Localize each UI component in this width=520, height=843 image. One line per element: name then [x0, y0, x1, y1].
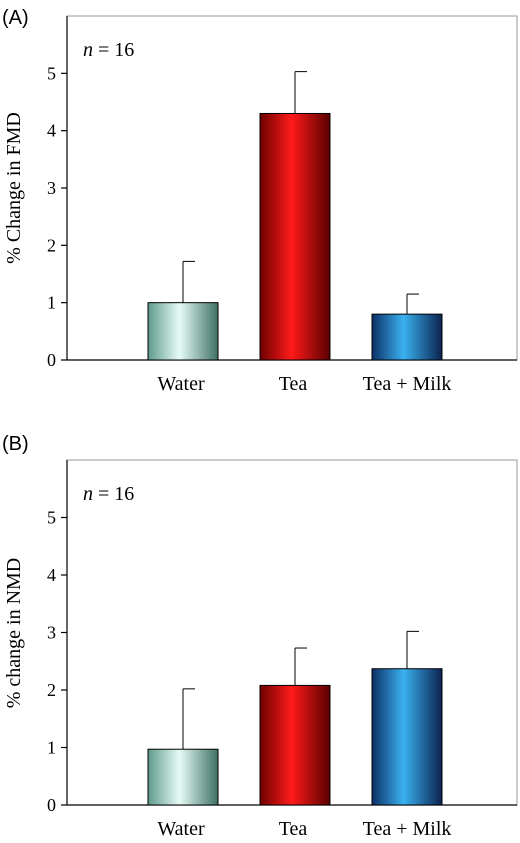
- panel-a-y-axis-label: % Change in FMD: [3, 112, 25, 264]
- panel-b-y-ticks: 0 1 2 3 4 5: [47, 508, 67, 815]
- panel-b-bar-tea-milk: [371, 668, 443, 806]
- panel-b-bar-water: [147, 748, 219, 806]
- panel-b-y-tick-label: 1: [47, 738, 56, 758]
- panel-b-y-tick-label: 4: [47, 565, 56, 585]
- panel-a-x-tick-label: Water: [157, 373, 205, 395]
- panel-a-n-var: n: [83, 39, 93, 61]
- panel-a-label: (A): [2, 7, 29, 29]
- panel-a-bar-tea: [259, 112, 331, 361]
- panel-a-y-ticks: 0 1 2 3 4 5: [47, 63, 67, 370]
- panel-b-y-tick-label: 3: [47, 623, 56, 643]
- panel-b-bars: [147, 630, 443, 806]
- panel-b-bar-tea: [259, 684, 331, 806]
- panel-a-x-tick-labels: Water Tea Tea + Milk: [157, 373, 451, 395]
- panel-a-y-tick-label: 2: [47, 235, 56, 255]
- panel-b-n-value: = 16: [93, 483, 134, 505]
- panel-b-y-tick-label: 2: [47, 680, 56, 700]
- panel-b-x-tick-label: Tea + Milk: [363, 818, 452, 840]
- panel-a-y-tick-label: 3: [47, 178, 56, 198]
- panel-a-x-tick-label: Tea: [279, 373, 308, 395]
- panel-a-y-tick-label: 5: [47, 63, 56, 83]
- panel-a-y-tick-label: 0: [47, 350, 56, 370]
- panel-a-n-value: = 16: [93, 39, 134, 61]
- panel-a-y-tick-label: 4: [47, 121, 56, 141]
- panel-a-bar-tea-milk: [371, 313, 443, 361]
- panel-a-bars: [147, 71, 443, 361]
- panel-b: (B) n = 16 % change in NMD 0 1 2 3 4 5 Water T…: [2, 433, 518, 840]
- panel-b-label: (B): [2, 433, 29, 455]
- panel-b-x-tick-labels: Water Tea Tea + Milk: [157, 818, 451, 840]
- panel-b-x-tick-label: Tea: [279, 818, 308, 840]
- panel-a-bar-water: [147, 302, 219, 361]
- panel-b-n-annotation: n = 16: [83, 483, 134, 505]
- panel-b-x-tick-label: Water: [157, 818, 205, 840]
- panel-b-n-var: n: [83, 483, 93, 505]
- panel-a-x-tick-label: Tea + Milk: [363, 373, 452, 395]
- panel-b-y-tick-label: 0: [47, 795, 56, 815]
- panel-a: (A) n = 16 % Change in FMD 0 1 2 3 4 5 Water T…: [2, 7, 518, 395]
- panel-b-y-axis-label: % change in NMD: [3, 558, 25, 709]
- panel-a-n-annotation: n = 16: [83, 39, 134, 61]
- panel-b-y-tick-label: 5: [47, 508, 56, 528]
- panel-a-y-tick-label: 1: [47, 293, 56, 313]
